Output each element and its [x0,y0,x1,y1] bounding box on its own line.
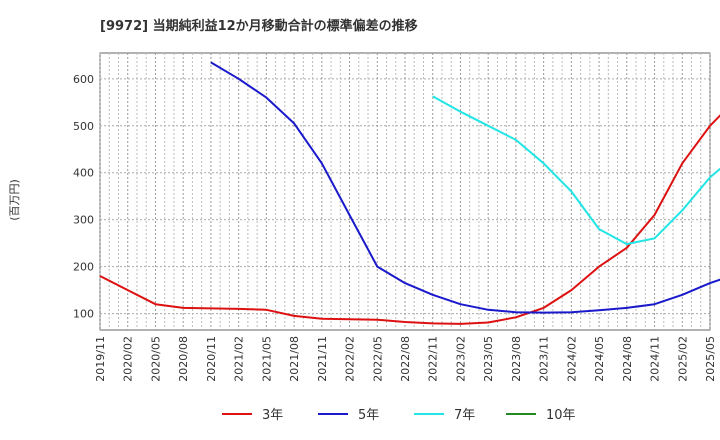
x-tick-label: 2020/08 [177,336,190,382]
x-tick-label: 2021/11 [316,336,329,382]
x-tick-label: 2022/05 [371,336,384,382]
y-tick-label: 300 [73,214,94,227]
series-line-1 [99,114,720,325]
series-line-3 [432,95,720,246]
x-tick-label: 2021/08 [288,336,301,382]
x-tick-label: 2023/08 [510,336,523,382]
chart-title: [9972] 当期純利益12か月移動合計の標準偏差の推移 [100,18,418,34]
x-tick-label: 2022/11 [427,336,440,382]
y-tick-label: 100 [73,308,94,321]
x-tick-label: 2023/11 [538,336,551,382]
x-tick-label: 2023/02 [454,336,467,382]
y-axis-ticks: 100 200 300 400 500 600 [73,73,94,321]
x-tick-label: 2021/05 [260,336,273,382]
series-lines [99,61,720,325]
x-tick-label: 2024/02 [565,336,578,382]
x-tick-label: 2025/05 [704,336,717,382]
legend: 3年 5年 7年 10年 [222,408,576,423]
x-tick-label: 2023/05 [482,336,495,382]
y-tick-label: 200 [73,261,94,274]
y-tick-label: 400 [73,167,94,180]
x-tick-label: 2025/02 [676,336,689,382]
y-tick-label: 600 [73,73,94,86]
x-tick-label: 2021/02 [233,336,246,382]
x-tick-label: 2024/08 [621,336,634,382]
x-axis-ticks: 2019/11 2020/02 2020/05 2020/08 2020/11 2021/… [94,336,717,382]
y-tick-label: 500 [73,120,94,133]
x-tick-label: 2022/02 [344,336,357,382]
series-line-2 [210,61,720,314]
x-tick-label: 2024/11 [649,336,662,382]
legend-label: 10年 [546,408,576,423]
x-tick-label: 2019/11 [94,336,107,382]
grid-lines [99,53,711,330]
legend-label: 7年 [454,408,475,423]
x-tick-label: 2020/02 [122,336,135,382]
legend-label: 3年 [262,408,283,423]
x-tick-label: 2024/05 [593,336,606,382]
legend-label: 5年 [358,408,379,423]
x-tick-label: 2020/05 [149,336,162,382]
x-tick-label: 2020/11 [205,336,218,382]
x-tick-label: 2022/08 [399,336,412,382]
y-axis-label: (百万円) [8,179,21,221]
